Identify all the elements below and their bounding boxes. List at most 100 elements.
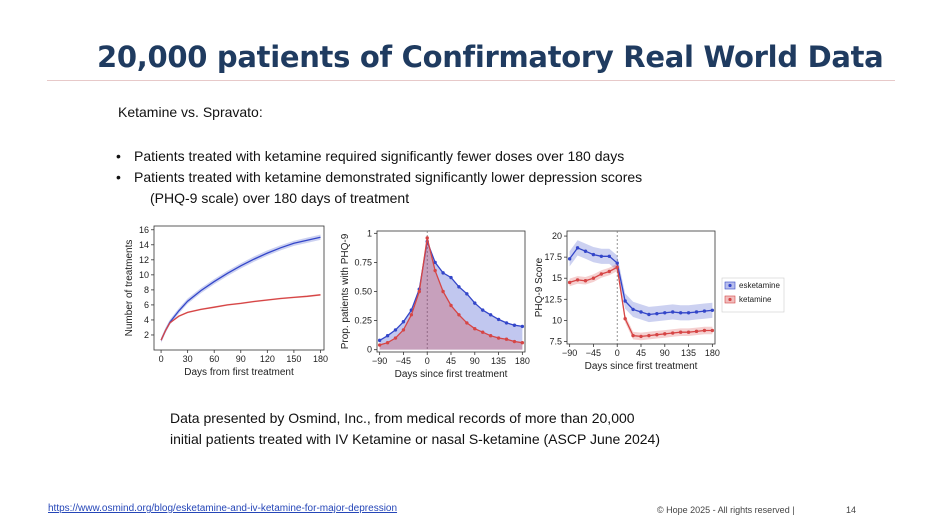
x-axis-label: Days since first treatment: [395, 369, 508, 380]
bullet-list: • Patients treated with ketamine require…: [112, 146, 642, 209]
y-tick-label: 7.5: [549, 336, 562, 346]
series-band-ketamine: [161, 293, 321, 342]
caption-line: Data presented by Osmind, Inc., from med…: [170, 410, 635, 426]
data-point-ketamine: [512, 339, 517, 344]
data-point-esketamine: [385, 334, 390, 338]
data-point-esketamine: [655, 311, 659, 316]
treatments-chart: 0 30 60 90 120 150 180 2 4 6 8 10 12 14 16 Days from fi…: [118, 218, 330, 380]
data-point-esketamine: [465, 292, 469, 296]
data-point-ketamine: [409, 313, 414, 317]
x-tick-label: 0: [425, 356, 430, 366]
data-point-ketamine: [377, 343, 382, 347]
data-point-ketamine: [567, 280, 572, 285]
x-tick-label: 0: [159, 354, 164, 364]
x-tick-label: 90: [470, 356, 480, 366]
treatments-chart-svg: 0 30 60 90 120 150 180 2 4 6 8 10 12 14 16 Days from fi…: [124, 225, 328, 378]
data-point-esketamine: [473, 301, 477, 305]
subtitle: Ketamine vs. Spravato:: [118, 104, 263, 120]
data-point-esketamine: [591, 252, 596, 257]
data-point-ketamine: [473, 327, 477, 331]
data-point-esketamine: [615, 261, 619, 265]
data-point-ketamine: [647, 333, 651, 338]
data-point-esketamine: [567, 257, 572, 261]
data-point-esketamine: [599, 254, 604, 258]
slide-title: 20,000 patients of Confirmatory Real Wor…: [97, 40, 884, 74]
x-tick-label: 60: [209, 354, 219, 364]
y-tick-label: 8: [144, 285, 149, 295]
data-point-esketamine: [710, 308, 715, 312]
data-point-ketamine: [599, 272, 604, 276]
data-point-ketamine: [504, 337, 509, 341]
source-link[interactable]: https://www.osmind.org/blog/esketamine-a…: [48, 503, 398, 514]
series-band-ketamine: [569, 263, 713, 341]
data-point-esketamine: [631, 307, 635, 312]
data-point-ketamine: [457, 313, 461, 317]
plot-frame: [153, 225, 325, 351]
data-point-ketamine: [694, 329, 699, 334]
y-tick-label: 14: [139, 240, 149, 250]
data-point-esketamine: [663, 311, 667, 315]
data-point-esketamine: [639, 310, 643, 314]
y-tick-label: 0.50: [354, 287, 372, 297]
x-tick-label: −45: [396, 356, 411, 366]
x-tick-label: 45: [446, 356, 456, 366]
data-point-ketamine: [591, 276, 596, 280]
bullet-dot: •: [116, 169, 121, 185]
y-tick-label: 10: [552, 315, 562, 325]
x-tick-label: −90: [372, 356, 387, 366]
series-area-ketamine: [379, 238, 523, 350]
bullet-text: (PHQ-9 scale) over 180 days of treatment: [150, 190, 410, 206]
x-tick-label: −90: [562, 348, 577, 358]
y-tick-label: 17.5: [544, 252, 562, 262]
bullet-dot: •: [116, 148, 121, 164]
data-point-esketamine: [496, 317, 501, 322]
data-point-esketamine: [441, 271, 445, 275]
phq9-proportion-chart: −90 −45 0 45 90 135 180 0 0.25 0.50 0.75 1 Days sinc…: [335, 218, 535, 380]
series-band-esketamine: [569, 240, 713, 323]
x-tick-label: 135: [681, 348, 696, 358]
data-point-esketamine: [449, 275, 453, 280]
copyright-text: © Hope 2025 - All rights reserved |: [657, 505, 795, 515]
y-tick-label: 12.5: [544, 294, 562, 304]
series-band-esketamine: [161, 234, 321, 343]
y-tick-label: 1: [367, 228, 372, 238]
x-tick-label: 180: [313, 354, 328, 364]
legend-marker-esketamine: [728, 283, 732, 288]
x-tick-label: 30: [183, 354, 193, 364]
data-point-esketamine: [488, 313, 493, 317]
data-point-ketamine: [575, 278, 580, 282]
data-point-esketamine: [504, 321, 509, 325]
y-tick-label: 12: [139, 255, 149, 265]
y-axis-label: Number of treatments: [124, 240, 135, 337]
data-point-ketamine: [425, 236, 429, 240]
data-point-ketamine: [385, 340, 390, 345]
x-tick-label: 180: [515, 356, 530, 366]
data-caption: Data presented by Osmind, Inc., from med…: [170, 408, 660, 450]
x-tick-label: 180: [705, 348, 720, 358]
data-point-esketamine: [520, 324, 525, 329]
x-tick-label: 150: [286, 354, 301, 364]
legend-label-esketamine: esketamine: [739, 281, 780, 290]
y-axis-label: PHQ-9 Score: [534, 257, 545, 317]
data-point-ketamine: [449, 303, 453, 308]
data-point-ketamine: [710, 328, 715, 333]
data-point-ketamine: [481, 330, 485, 334]
data-point-ketamine: [686, 330, 691, 334]
x-axis-label: Days since first treatment: [585, 361, 698, 372]
x-tick-label: 90: [660, 348, 670, 358]
data-point-ketamine: [607, 269, 611, 274]
data-point-ketamine: [639, 334, 643, 339]
data-point-esketamine: [583, 249, 588, 253]
caption-line: initial patients treated with IV Ketamin…: [170, 431, 660, 447]
y-tick-label: 16: [139, 225, 149, 235]
x-tick-label: 45: [636, 348, 646, 358]
x-tick-label: 120: [260, 354, 275, 364]
data-point-ketamine: [583, 279, 588, 283]
data-point-ketamine: [671, 331, 675, 335]
data-point-ketamine: [623, 317, 627, 321]
y-tick-label: 0.25: [354, 316, 372, 326]
x-axis-label: Days from first treatment: [184, 367, 294, 378]
series-line-ketamine: [160, 294, 321, 341]
bullet-item: • Patients treated with ketamine demonst…: [112, 167, 642, 188]
y-tick-label: 20: [552, 231, 562, 241]
